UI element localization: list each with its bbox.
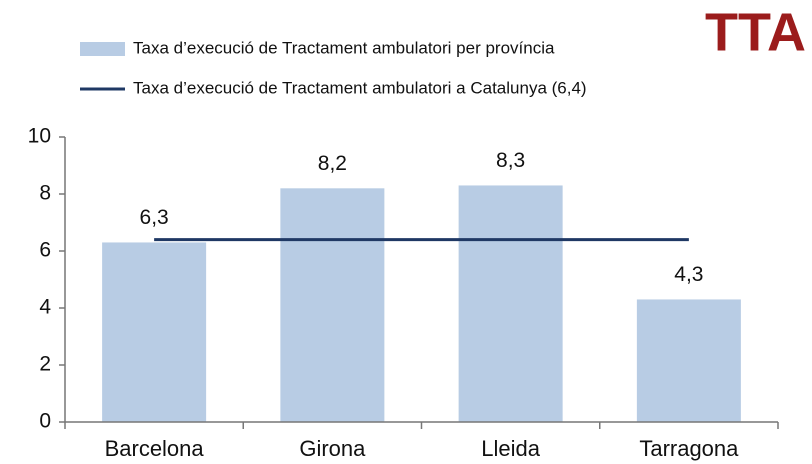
- y-tick-label: 2: [39, 353, 51, 376]
- y-tick-label: 8: [39, 182, 51, 205]
- x-tick-label: Girona: [299, 436, 366, 461]
- value-label: 6,3: [140, 206, 169, 229]
- annotation: TTA: [705, 2, 806, 62]
- legend-swatch: [80, 42, 125, 56]
- y-tick-label: 6: [39, 239, 51, 262]
- x-tick-label: Lleida: [481, 436, 540, 461]
- bar: [280, 188, 385, 422]
- bar: [458, 185, 563, 422]
- legend-label: Taxa d’execució de Tractament ambulatori…: [133, 38, 555, 57]
- x-tick-label: Tarragona: [639, 436, 739, 461]
- value-label: 8,3: [496, 149, 525, 172]
- value-label: 4,3: [674, 263, 703, 286]
- x-tick-label: Barcelona: [105, 436, 205, 461]
- value-label: 8,2: [318, 152, 347, 175]
- bar: [102, 242, 207, 422]
- y-tick-label: 10: [28, 125, 51, 148]
- legend-label: Taxa d’execució de Tractament ambulatori…: [133, 78, 587, 97]
- y-tick-label: 4: [39, 296, 51, 319]
- y-tick-label: 0: [39, 410, 51, 433]
- bar: [636, 299, 741, 422]
